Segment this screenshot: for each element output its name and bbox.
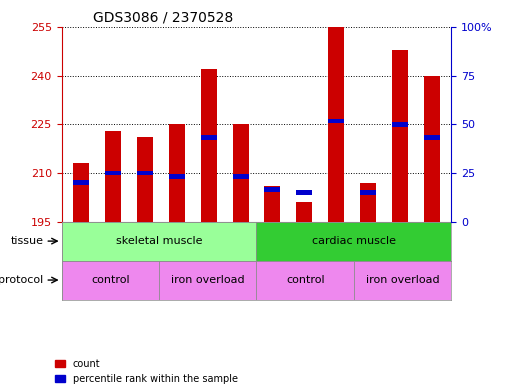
Text: iron overload: iron overload bbox=[366, 275, 440, 285]
Bar bbox=[297, 202, 312, 222]
Bar bbox=[105, 170, 121, 175]
Bar bbox=[328, 119, 344, 123]
Bar bbox=[105, 131, 121, 222]
Bar bbox=[297, 190, 312, 195]
Bar bbox=[232, 124, 248, 222]
Bar bbox=[265, 186, 281, 222]
Text: control: control bbox=[91, 275, 130, 285]
Text: iron overload: iron overload bbox=[171, 275, 245, 285]
Text: skeletal muscle: skeletal muscle bbox=[116, 236, 202, 246]
Bar bbox=[392, 122, 408, 127]
Bar bbox=[328, 27, 344, 222]
Bar bbox=[256, 222, 451, 261]
Bar bbox=[159, 261, 256, 300]
Bar bbox=[62, 222, 256, 261]
Bar bbox=[424, 135, 440, 140]
Bar bbox=[392, 50, 408, 222]
Text: control: control bbox=[286, 275, 325, 285]
Bar bbox=[169, 174, 185, 179]
Bar bbox=[354, 261, 451, 300]
Bar bbox=[169, 124, 185, 222]
Bar bbox=[62, 261, 159, 300]
Bar bbox=[136, 170, 153, 175]
Text: cardiac muscle: cardiac muscle bbox=[312, 236, 396, 246]
Bar bbox=[424, 76, 440, 222]
Bar bbox=[360, 183, 377, 222]
Legend: count, percentile rank within the sample: count, percentile rank within the sample bbox=[51, 355, 242, 384]
Bar bbox=[256, 261, 354, 300]
Bar bbox=[201, 135, 216, 140]
Bar bbox=[73, 163, 89, 222]
Bar bbox=[265, 187, 281, 192]
Bar bbox=[201, 69, 216, 222]
Bar bbox=[136, 137, 153, 222]
Bar bbox=[360, 190, 377, 195]
Text: protocol: protocol bbox=[0, 275, 44, 285]
Bar bbox=[232, 174, 248, 179]
Text: tissue: tissue bbox=[11, 236, 44, 246]
Bar bbox=[73, 180, 89, 185]
Text: GDS3086 / 2370528: GDS3086 / 2370528 bbox=[93, 10, 233, 24]
